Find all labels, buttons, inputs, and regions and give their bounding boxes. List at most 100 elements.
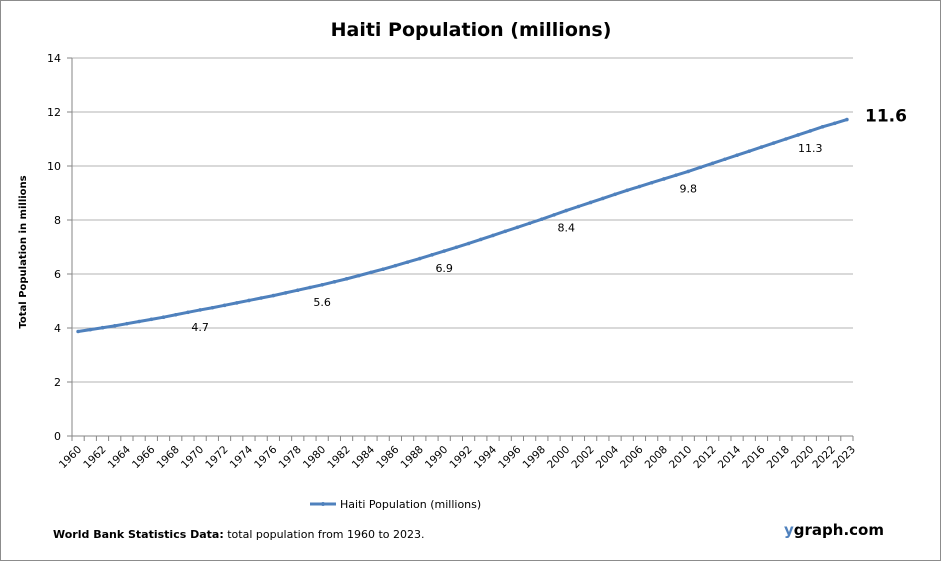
data-point	[271, 293, 276, 298]
x-tick-label: 2000	[545, 444, 572, 471]
data-point	[686, 169, 691, 174]
data-point	[320, 283, 324, 287]
x-tick-label: 1998	[521, 444, 548, 471]
legend-marker	[321, 502, 325, 506]
data-point	[613, 192, 617, 197]
x-tick-label: 1974	[228, 443, 256, 471]
data-point	[588, 200, 593, 205]
data-point	[564, 208, 569, 213]
data-label: 4.7	[191, 321, 209, 334]
x-tick-label: 2012	[691, 444, 718, 471]
data-point	[674, 173, 678, 177]
legend-label: Haiti Population (millions)	[340, 498, 481, 511]
data-point	[393, 263, 398, 268]
data-point	[442, 249, 446, 253]
y-tick-label: 8	[54, 214, 61, 227]
data-label: 5.6	[313, 296, 331, 309]
data-point	[88, 327, 93, 332]
x-tick-label: 1994	[472, 443, 500, 471]
data-point	[808, 129, 813, 133]
x-tick-label: 1986	[374, 443, 402, 471]
x-tick-label: 1962	[81, 444, 108, 471]
data-point	[186, 310, 190, 315]
data-point	[601, 196, 605, 201]
x-tick-label: 2016	[740, 443, 768, 471]
x-tick-label: 1984	[350, 443, 378, 471]
data-point	[845, 117, 849, 122]
data-point	[466, 241, 471, 246]
x-tick-label: 1966	[130, 443, 158, 471]
x-tick-label: 2008	[643, 444, 670, 471]
x-tick-label: 1992	[447, 444, 474, 471]
data-point	[796, 133, 800, 137]
y-tick-label: 2	[54, 376, 61, 389]
x-tick-label: 1960	[57, 444, 84, 471]
brand-y: y	[784, 521, 794, 539]
y-tick-label: 14	[47, 52, 61, 65]
data-point	[784, 137, 788, 141]
data-point	[430, 253, 434, 257]
data-point	[112, 324, 117, 328]
data-point	[527, 221, 532, 226]
brand-logo[interactable]: ygraph.com	[784, 521, 884, 539]
x-tick-label: 1968	[154, 444, 181, 471]
data-point	[552, 213, 556, 217]
brand-rest: graph.com	[793, 521, 884, 539]
data-point	[454, 245, 459, 250]
x-tick-label: 1988	[399, 444, 426, 471]
data-point	[662, 177, 666, 181]
source-label: World Bank Statistics Data:	[53, 528, 224, 541]
data-point	[210, 305, 215, 310]
x-tick-label: 2010	[667, 444, 694, 471]
data-point	[405, 260, 410, 264]
data-label: 6.9	[435, 262, 453, 275]
data-point	[137, 319, 141, 324]
y-tick-label: 10	[47, 160, 61, 173]
x-tick-label: 1972	[203, 444, 230, 471]
series-line	[77, 118, 848, 333]
data-point	[222, 303, 227, 308]
data-point	[503, 229, 508, 234]
data-point	[540, 217, 544, 221]
data-point	[308, 285, 312, 290]
data-point	[247, 298, 251, 303]
data-point	[259, 296, 263, 300]
line-chart: Haiti Population (millions) 0 2 4 6 8 10 12 14 19…	[18, 19, 907, 511]
y-tick-label: 12	[47, 106, 61, 119]
x-tick-label: 2020	[789, 444, 816, 471]
data-point	[369, 270, 373, 275]
x-tick-label: 1964	[106, 443, 134, 471]
data-point	[491, 233, 495, 238]
data-point	[234, 301, 239, 305]
chart-title: Haiti Population (millions)	[331, 19, 612, 41]
data-point	[100, 325, 105, 330]
y-tick-label: 0	[54, 430, 61, 443]
x-tick-label: 2004	[594, 443, 622, 471]
data-point	[198, 308, 202, 312]
data-point	[149, 317, 154, 322]
y-axis-label: Total Population in millions	[18, 175, 29, 328]
x-tick-label: 1970	[179, 444, 206, 471]
x-tick-label: 1980	[301, 444, 328, 471]
y-tick-label: 4	[54, 322, 61, 335]
data-point	[295, 288, 300, 293]
data-point	[625, 188, 630, 193]
data-point	[771, 141, 776, 145]
data-label: 8.4	[557, 222, 575, 235]
data-point	[161, 315, 166, 320]
data-point	[698, 165, 703, 170]
data-point	[417, 256, 422, 261]
data-point	[173, 312, 178, 317]
data-label: 11.3	[798, 142, 823, 155]
data-point	[735, 153, 739, 157]
x-tick-label: 1982	[325, 444, 352, 471]
data-point	[344, 277, 349, 281]
x-tick-label: 2023	[831, 444, 858, 471]
data-point	[76, 329, 80, 334]
x-tick-label: 1976	[252, 443, 280, 471]
data-point	[723, 157, 727, 162]
data-point	[649, 180, 654, 185]
data-point	[759, 145, 764, 149]
data-point	[515, 225, 520, 230]
